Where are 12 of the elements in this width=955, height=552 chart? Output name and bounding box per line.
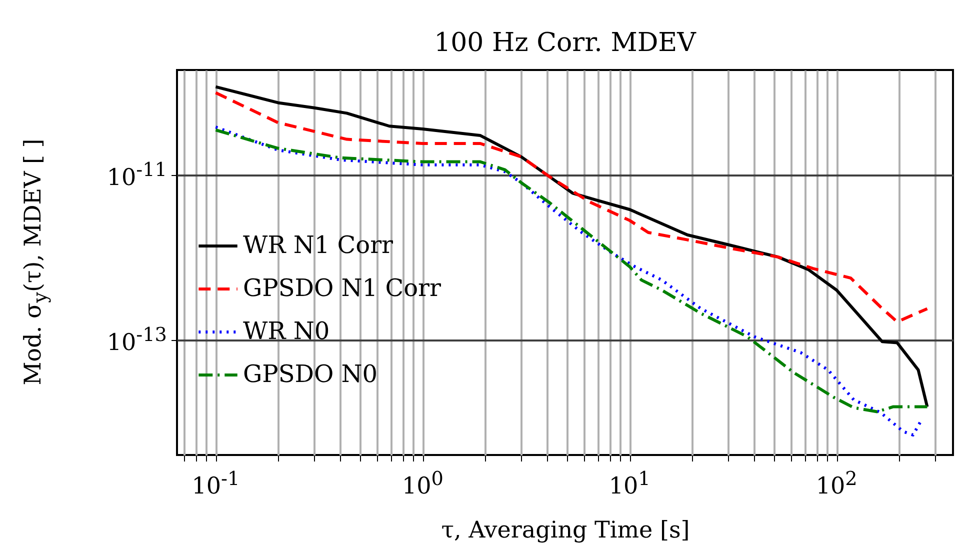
chart-title: 100 Hz Corr. MDEV xyxy=(434,28,698,58)
legend-label: GPSDO N1 Corr xyxy=(243,274,442,302)
legend-label: WR N1 Corr xyxy=(243,231,394,259)
x-tick-label: 10$^{1}$ xyxy=(608,467,650,500)
x-tick-label: 10$^{2}$ xyxy=(816,467,858,500)
x-tick-label: 10$^{-1}$ xyxy=(192,467,240,500)
x-axis-title: τ, Averaging Time [s] xyxy=(441,518,690,544)
x-tick-label: 10$^{0}$ xyxy=(402,467,444,500)
y-tick-label: 10$^{-13}$ xyxy=(106,322,167,356)
legend-label: GPSDO N0 xyxy=(243,360,378,388)
y-tick-label: 10$^{-11}$ xyxy=(106,158,167,191)
legend-label: WR N0 xyxy=(243,317,330,345)
